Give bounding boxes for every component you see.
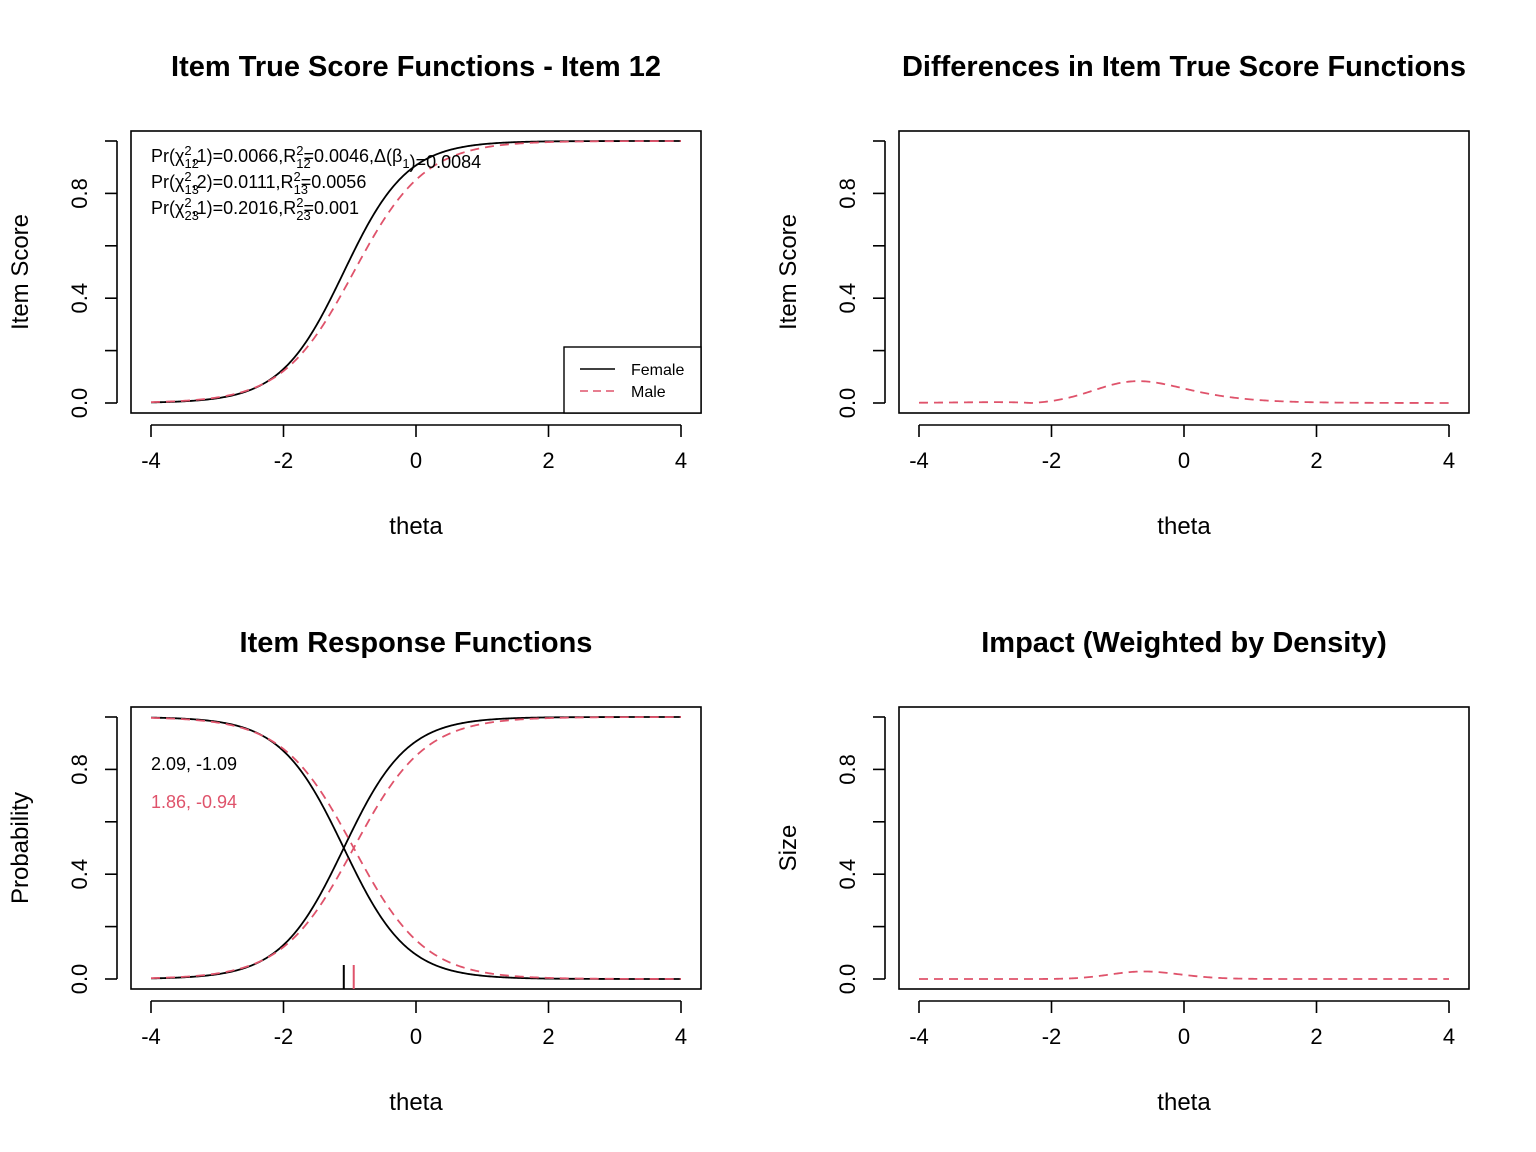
y-axis: 0.0 0.4 0.8 [67,716,118,995]
series-line-male [150,140,681,404]
y-axis-label: Item Score [775,214,802,330]
panel-response: Item Response Functions -4 -2 0 2 4 0.00.40.… [7,627,702,1116]
y-tick-label: 0.4 [67,283,92,314]
y-axis-label: Item Score [7,214,34,330]
series-line-male-p-1- [150,716,681,980]
series-line-difference [918,380,1449,404]
param-label-male: 1.86, -0.94 [151,792,237,812]
x-tick-label: -2 [274,1024,294,1049]
panel-true-score: Item True Score Functions - Item 12 -4 -2… [7,51,702,540]
x-tick-label: 4 [675,448,687,473]
x-axis: -4 -2 0 2 4 [141,1000,687,1049]
plot-frame [130,130,702,414]
x-tick-label: 4 [1443,448,1455,473]
legend-label-female: Female [631,362,684,379]
legend-box [563,346,702,414]
stats-line: Pr(χ132,2)=0.0111,R132=0.0056 [151,169,366,197]
y-tick-label: 0.0 [835,964,860,995]
x-axis: -4 -2 0 2 4 [909,424,1455,473]
y-tick-label: 0.0 [835,388,860,419]
y-tick-label: 0.0 [67,964,92,995]
stats-line: Pr(χ232,1)=0.2016,R232=0.001 [151,195,359,223]
x-tick-label: 2 [1310,448,1322,473]
x-axis: -4 -2 0 2 4 [141,424,687,473]
y-tick-label: 0.4 [67,859,92,890]
chart-title: Impact (Weighted by Density) [981,627,1387,659]
chart-title: Item True Score Functions - Item 12 [171,51,661,83]
series-line-impact [919,970,1449,980]
y-tick-label: 0.8 [67,178,92,209]
legend: Female Male [563,346,702,414]
x-tick-label: -2 [274,448,294,473]
x-axis-label: theta [389,1089,443,1116]
x-tick-label: 0 [410,448,422,473]
series-line-male-p-0- [150,716,681,980]
x-axis-label: theta [389,513,443,540]
stats-annotation: Pr(χ122,1)=0.0066,R122=0.0046,Δ(β1)=0.00… [151,143,481,223]
y-axis: 0.0 0.4 0.8 [835,716,886,995]
x-tick-label: -4 [141,448,161,473]
series-lines [150,140,681,404]
series-lines [150,716,681,980]
threshold-marks [342,965,355,989]
x-tick-label: 0 [1178,1024,1190,1049]
y-tick-label: 0.8 [67,754,92,785]
y-tick-label: 0.4 [835,859,860,890]
x-tick-label: 2 [542,448,554,473]
y-tick-label: 0.8 [835,178,860,209]
panel-differences: Differences in Item True Score Functions… [775,51,1470,540]
x-tick-label: 4 [675,1024,687,1049]
x-tick-label: 4 [1443,1024,1455,1049]
stats-line: Pr(χ122,1)=0.0066,R122=0.0046,Δ(β1)=0.00… [151,143,481,172]
legend-label-male: Male [631,384,666,401]
x-tick-label: -4 [909,1024,929,1049]
x-tick-label: -4 [141,1024,161,1049]
y-tick-label: 0.8 [835,754,860,785]
y-axis-label: Probability [7,792,34,904]
x-tick-label: 2 [542,1024,554,1049]
x-axis: -4 -2 0 2 4 [909,1000,1455,1049]
y-tick-label: 0.4 [835,283,860,314]
x-tick-label: 2 [1310,1024,1322,1049]
series-lines [919,970,1449,980]
y-axis: 0.0 0.4 0.8 [835,140,886,419]
x-axis-label: theta [1157,513,1211,540]
x-tick-label: 0 [410,1024,422,1049]
y-axis: 0.0 0.4 0.8 [67,140,118,419]
chart-title: Differences in Item True Score Functions [902,51,1466,83]
plot-frame [130,706,702,990]
x-tick-label: 0 [1178,448,1190,473]
series-lines [918,380,1449,404]
param-label-female: 2.09, -1.09 [151,754,237,774]
chart-title: Item Response Functions [240,627,593,659]
plot-frame [898,130,1470,414]
plot-frame [898,706,1470,990]
panel-impact: Impact (Weighted by Density) -4 -2 0 2 4 0.0… [775,627,1470,1116]
x-tick-label: -2 [1042,448,1062,473]
x-axis-label: theta [1157,1089,1211,1116]
y-tick-label: 0.0 [67,388,92,419]
x-tick-label: -2 [1042,1024,1062,1049]
y-axis-label: Size [775,825,802,872]
x-tick-label: -4 [909,448,929,473]
